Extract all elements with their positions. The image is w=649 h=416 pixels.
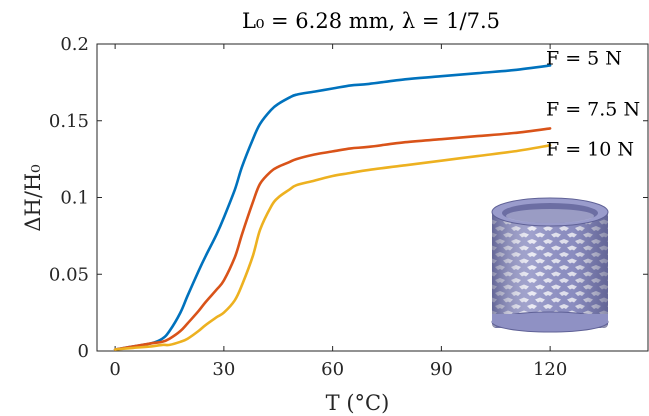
series-annotation-0: F = 5 N [546, 47, 622, 69]
x-axis-label: T (°C) [326, 391, 390, 415]
y-tick-label: 0 [78, 341, 89, 362]
y-axis-label: ΔH/H₀ [21, 164, 45, 231]
lattice-cylinder-icon [491, 197, 609, 333]
y-tick-label: 0.05 [49, 264, 89, 285]
x-tick-label: 90 [430, 359, 453, 380]
series-line-0 [113, 64, 552, 351]
x-tick-label: 0 [109, 359, 120, 380]
series-annotation-1: F = 7.5 N [546, 98, 640, 120]
series-layer: F = 5 N F = 7.5 N F = 10 N [113, 47, 640, 351]
series-line-2 [113, 144, 552, 351]
y-tick-label: 0.15 [49, 111, 89, 132]
x-tick-label: 60 [321, 359, 344, 380]
x-tick-label: 30 [212, 359, 235, 380]
series-annotation-2: F = 10 N [546, 138, 634, 160]
chart-title: L₀ = 6.28 mm, λ = 1/7.5 [242, 9, 500, 33]
x-tick-label: 120 [533, 359, 567, 380]
series-line-1 [113, 127, 552, 351]
y-tick-label: 0.1 [60, 188, 89, 209]
axis-ticks: 0 30 60 90 120 0 0.05 0.1 0.15 0.2 T (°C) ΔH/H₀ [21, 34, 648, 415]
y-tick-label: 0.2 [60, 34, 89, 55]
